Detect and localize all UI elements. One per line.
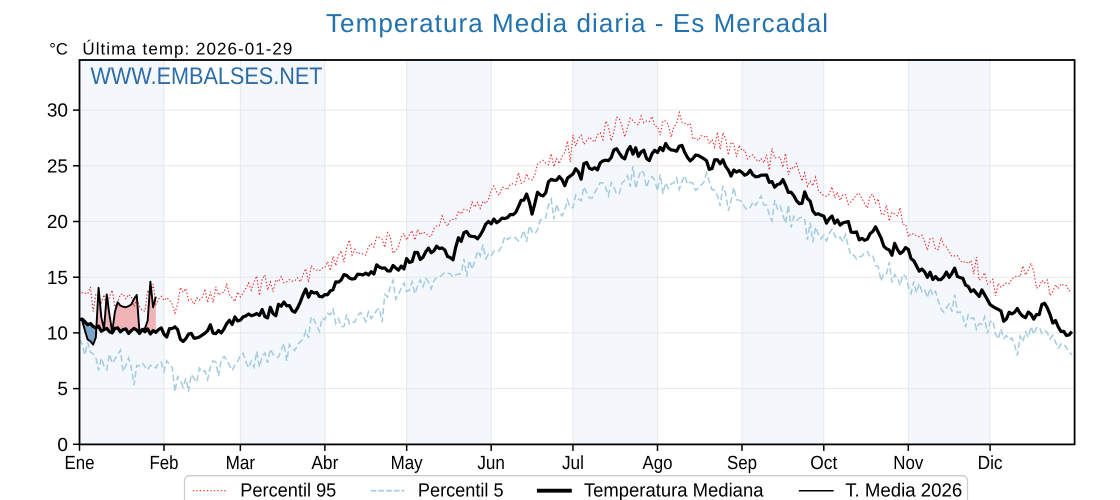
svg-text:Feb: Feb xyxy=(150,453,179,474)
svg-text:WWW.EMBALSES.NET: WWW.EMBALSES.NET xyxy=(91,63,323,90)
svg-text:Ene: Ene xyxy=(65,453,95,474)
svg-text:Percentil 95: Percentil 95 xyxy=(240,481,336,500)
svg-text:Temperatura Media diaria - Es: Temperatura Media diaria - Es Mercadal xyxy=(326,8,828,38)
svg-text:0: 0 xyxy=(57,435,68,456)
svg-text:Sep: Sep xyxy=(727,453,757,474)
svg-text:Temperatura Mediana: Temperatura Mediana xyxy=(584,481,764,500)
svg-text:T. Media 2026: T. Media 2026 xyxy=(845,481,962,500)
svg-text:Percentil 5: Percentil 5 xyxy=(418,481,504,500)
svg-text:25: 25 xyxy=(47,156,68,177)
svg-text:Jun: Jun xyxy=(477,453,505,474)
svg-text:Última temp: 2026-01-29: Última temp: 2026-01-29 xyxy=(82,40,292,59)
svg-text:Abr: Abr xyxy=(311,453,339,474)
svg-text:Ago: Ago xyxy=(642,453,672,474)
svg-text:15: 15 xyxy=(47,268,68,289)
svg-text:May: May xyxy=(391,453,423,474)
svg-text:10: 10 xyxy=(47,324,68,345)
svg-text:30: 30 xyxy=(47,101,68,122)
svg-text:5: 5 xyxy=(57,379,68,400)
svg-text:°C: °C xyxy=(49,41,68,59)
svg-text:20: 20 xyxy=(47,212,68,233)
svg-text:Dic: Dic xyxy=(978,453,1003,474)
svg-text:Jul: Jul xyxy=(562,453,584,474)
svg-text:Nov: Nov xyxy=(893,453,923,474)
svg-text:Mar: Mar xyxy=(226,453,256,474)
svg-text:Oct: Oct xyxy=(810,453,838,474)
